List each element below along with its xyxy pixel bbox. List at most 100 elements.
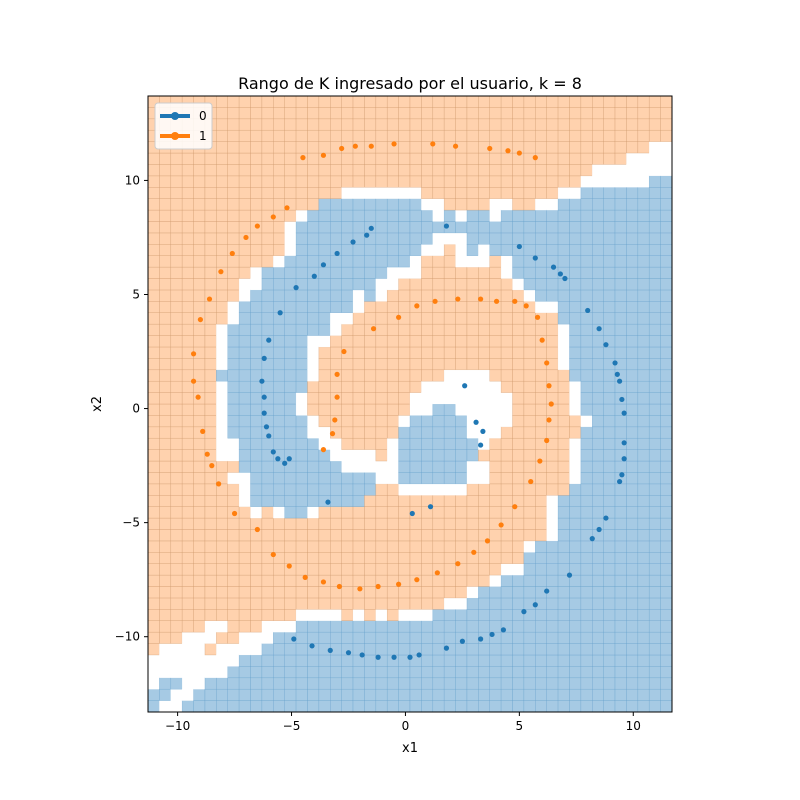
region-cell — [375, 346, 388, 359]
region-cell — [216, 129, 228, 142]
region-cell — [443, 552, 456, 564]
region-cell — [466, 358, 479, 371]
region-cell — [295, 426, 308, 439]
region-cell — [364, 255, 377, 268]
region-cell — [181, 620, 194, 633]
region-cell — [626, 118, 639, 131]
region-cell — [443, 266, 456, 279]
region-cell — [238, 266, 251, 279]
region-cell — [603, 118, 616, 131]
region-cell — [250, 107, 263, 120]
region-cell — [443, 437, 456, 450]
region-cell — [614, 483, 627, 496]
region-cell — [626, 164, 639, 177]
region-cell — [295, 301, 308, 313]
region-cell — [352, 96, 365, 108]
region-cell — [227, 255, 240, 268]
region-cell — [409, 666, 422, 679]
data-point-class-0 — [585, 307, 591, 314]
region-cell — [421, 175, 434, 188]
region-cell — [318, 631, 331, 644]
region-cell — [535, 609, 547, 621]
region-cell — [307, 221, 320, 234]
region-cell — [580, 358, 593, 371]
region-cell — [603, 529, 616, 542]
region-cell — [466, 677, 479, 690]
region-cell — [273, 107, 285, 120]
region-cell — [250, 301, 263, 313]
region-cell — [557, 118, 570, 131]
region-cell — [341, 221, 354, 234]
region-cell — [637, 380, 650, 393]
region-cell — [295, 517, 308, 530]
region-cell — [284, 517, 297, 530]
region-cell — [660, 700, 672, 712]
region-cell — [500, 415, 513, 428]
region-cell — [443, 244, 456, 256]
region-cell — [261, 289, 274, 302]
region-cell — [386, 335, 399, 348]
region-cell — [592, 631, 604, 644]
region-cell — [603, 472, 616, 485]
region-cell — [500, 654, 513, 667]
region-cell — [284, 552, 297, 564]
region-cell — [238, 688, 251, 701]
region-cell — [603, 540, 616, 553]
region-cell — [569, 506, 582, 519]
region-cell — [523, 620, 536, 633]
region-cell — [227, 335, 240, 348]
region-cell — [159, 449, 172, 462]
region-cell — [512, 164, 525, 177]
region-cell — [284, 392, 297, 405]
region-cell — [523, 107, 536, 120]
data-point-class-1 — [396, 581, 402, 587]
region-cell — [364, 677, 377, 690]
region-cell — [569, 232, 582, 245]
region-cell — [250, 654, 263, 667]
region-cell — [660, 380, 672, 393]
region-cell — [307, 688, 320, 701]
region-cell — [421, 392, 434, 405]
region-cell — [341, 403, 354, 416]
region-cell — [557, 129, 570, 142]
region-cell — [330, 449, 342, 462]
region-cell — [603, 107, 616, 120]
region-cell — [421, 244, 434, 256]
region-cell — [648, 96, 661, 108]
region-cell — [512, 187, 525, 199]
region-cell — [261, 221, 274, 234]
region-cell — [273, 643, 285, 656]
region-cell — [455, 597, 468, 610]
region-cell — [466, 688, 479, 701]
region-cell — [500, 574, 513, 587]
region-cell — [193, 335, 206, 348]
region-cell — [318, 529, 331, 542]
region-cell — [523, 403, 536, 416]
region-cell — [284, 620, 297, 633]
region-cell — [557, 232, 570, 245]
region-cell — [318, 187, 331, 199]
region-cell — [295, 141, 308, 154]
region-cell — [284, 187, 297, 199]
region-cell — [193, 266, 206, 279]
region-cell — [330, 96, 342, 108]
region-cell — [204, 654, 217, 667]
region-cell — [341, 129, 354, 142]
region-cell — [557, 221, 570, 234]
region-cell — [614, 586, 627, 599]
region-cell — [466, 221, 479, 234]
region-cell — [603, 380, 616, 393]
region-cell — [660, 688, 672, 701]
data-point-class-1 — [329, 431, 336, 437]
region-cell — [170, 597, 183, 610]
region-cell — [569, 529, 582, 542]
region-cell — [409, 118, 422, 131]
region-cell — [592, 289, 604, 302]
region-cell — [546, 118, 559, 131]
region-cell — [535, 96, 547, 108]
region-cell — [273, 609, 285, 621]
region-cell — [341, 586, 354, 599]
region-cell — [330, 107, 342, 120]
region-cell — [295, 460, 308, 473]
